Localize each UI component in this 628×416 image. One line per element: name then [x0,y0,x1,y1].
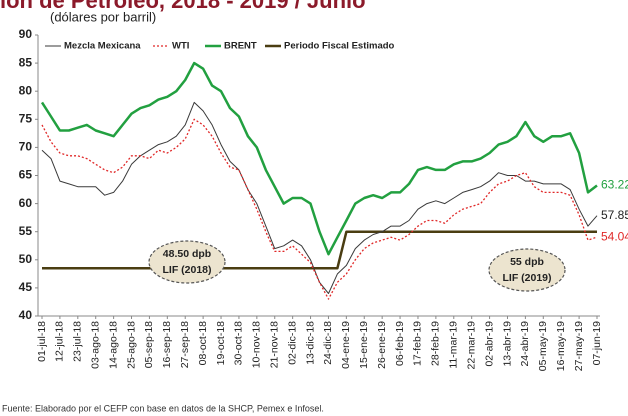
x-tick-label: 06-feb-19 [394,321,406,366]
source-note: Fuente: Elaborado por el CEFP con base e… [2,403,324,413]
x-tick-label: 27-may-19 [573,321,585,371]
x-tick-label: 01-jul-18 [36,321,48,362]
y-tick-label: 40 [19,308,33,322]
series-line [41,118,598,300]
end-value-label: 57.85 [601,208,628,222]
chart-title: ión de Petróleo, 2018 - 2019 / Junio [0,0,366,13]
y-tick-label: 75 [19,111,33,125]
x-tick-label: 12-jul-18 [54,321,66,362]
y-tick-label: 50 [19,252,33,266]
x-tick-label: 24-abr-19 [519,321,531,367]
x-tick-label: 25-ago-18 [125,321,137,369]
x-tick-label: 26-ene-19 [376,321,388,369]
y-tick-label: 45 [19,280,33,294]
x-tick-label: 28-feb-19 [430,321,442,366]
annotation-text: LIF (2019) [502,272,551,284]
x-tick-label: 14-ago-18 [107,321,119,369]
x-tick-label: 08-oct-18 [197,321,209,366]
x-tick-label: 02-abr-19 [483,321,495,367]
x-tick-label: 07-jun-19 [591,321,603,366]
end-value-label: 54.04 [601,229,628,243]
x-tick-label: 11-mar-19 [448,321,460,369]
x-tick-label: 05-may-19 [537,321,549,371]
x-tick-label: 04-ene-19 [340,321,352,369]
y-tick-label: 90 [19,27,33,41]
x-tick-label: 02-dic-18 [286,321,298,365]
series-line [40,61,598,256]
x-tick-label: 15-ene-19 [358,321,370,369]
x-tick-label: 10-nov-18 [251,321,263,368]
y-tick-label: 60 [19,196,33,210]
x-tick-label: 19-oct-18 [215,321,227,366]
end-value-label: 63.22 [601,178,628,192]
x-tick-label: 17-feb-19 [412,321,424,366]
series-line [42,230,597,270]
legend-label: Mezcla Mexicana [64,41,141,52]
x-tick-label: 13-dic-18 [304,321,316,365]
y-tick-label: 65 [19,168,33,182]
x-tick-label: 16-sep-18 [161,321,173,368]
x-tick-label: 21-nov-18 [269,321,281,368]
annotation-text: 55 dpb [510,256,544,268]
x-tick-label: 16-may-19 [555,321,567,371]
y-axis-label: (dólares por barril) [50,9,156,24]
annotation-text: LIF (2018) [162,264,211,276]
x-tick-label: 23-jul-18 [72,321,84,362]
y-tick-label: 80 [19,83,33,97]
legend-label: Periodo Fiscal Estimado [284,41,395,52]
annotation-bubble [488,248,566,292]
y-tick-label: 55 [19,224,33,238]
legend-label: BRENT [224,41,257,52]
y-tick-label: 70 [19,140,33,154]
x-tick-label: 30-oct-18 [233,321,245,366]
x-tick-label: 22-mar-19 [465,321,477,370]
x-tick-label: 24-dic-18 [322,321,334,365]
x-tick-label: 05-sep-18 [143,321,155,368]
annotation-text: 48.50 dpb [163,248,211,260]
legend-label: WTI [172,41,189,52]
y-tick-label: 85 [19,55,33,69]
x-tick-label: 03-ago-18 [89,321,101,369]
annotation-bubble [148,240,226,284]
x-tick-label: 13-abr-19 [501,321,513,367]
x-tick-label: 27-sep-18 [179,321,191,368]
